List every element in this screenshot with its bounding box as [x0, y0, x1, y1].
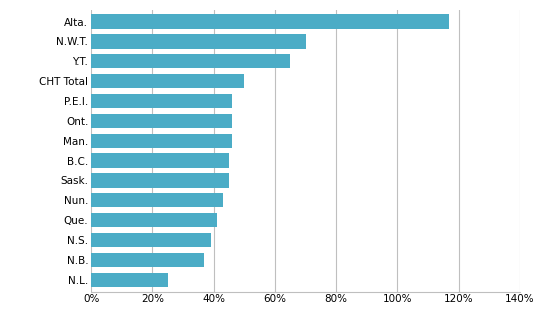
- Bar: [91, 114, 232, 128]
- Bar: [91, 233, 211, 247]
- Bar: [91, 173, 229, 188]
- Bar: [91, 133, 232, 148]
- Bar: [91, 154, 229, 168]
- Bar: [91, 94, 232, 108]
- Bar: [91, 15, 450, 29]
- Bar: [91, 74, 244, 88]
- Bar: [91, 193, 223, 207]
- Bar: [91, 54, 290, 68]
- Bar: [91, 253, 204, 267]
- Bar: [91, 272, 168, 287]
- Bar: [91, 34, 306, 49]
- Bar: [91, 213, 217, 227]
